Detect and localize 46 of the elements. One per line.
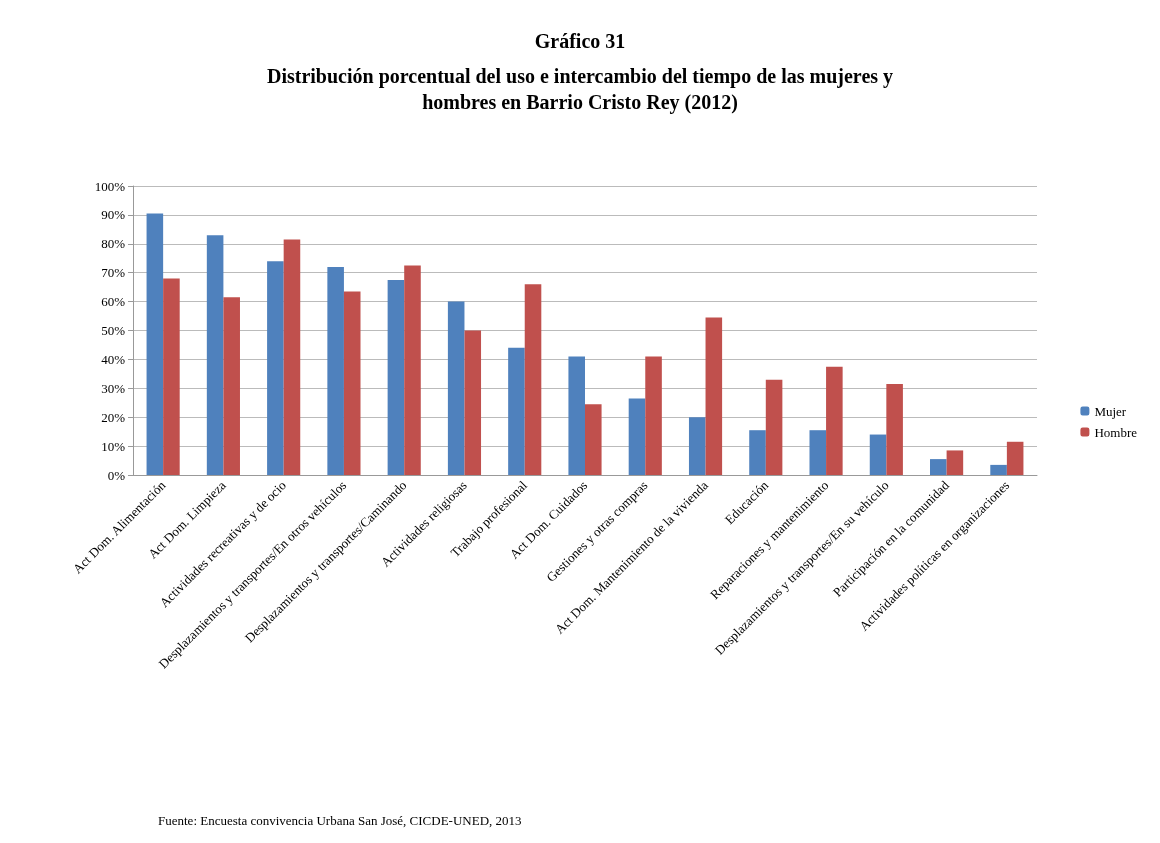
bar <box>585 404 602 475</box>
bar <box>327 266 344 475</box>
y-tick-label: 100% <box>94 178 126 194</box>
bar <box>886 383 903 475</box>
bar <box>343 291 361 475</box>
y-tick-label: 10% <box>101 438 126 454</box>
y-tick-label: 0% <box>107 467 126 483</box>
bar <box>146 213 164 475</box>
bar <box>749 430 766 475</box>
bar <box>387 279 405 475</box>
legend-label: Hombre <box>1094 424 1138 440</box>
y-tick-label: 70% <box>101 265 126 281</box>
bar <box>464 330 482 475</box>
y-tick-label: 80% <box>101 236 126 252</box>
bar <box>447 301 465 475</box>
bar <box>688 417 706 475</box>
bar <box>163 278 180 475</box>
bar <box>1006 441 1024 475</box>
legend-label: Mujer <box>1094 403 1127 419</box>
bar <box>990 464 1007 475</box>
bar <box>946 450 964 475</box>
bar <box>826 366 843 475</box>
bar <box>628 398 646 475</box>
bar <box>404 265 421 475</box>
bar <box>930 459 947 475</box>
bar <box>267 261 284 475</box>
y-tick-label: 90% <box>101 207 126 223</box>
bar <box>809 430 827 475</box>
chart-title: Gráfico 31 <box>534 30 626 52</box>
bar <box>283 239 301 475</box>
bar <box>765 379 783 475</box>
y-tick-label: 30% <box>101 380 126 396</box>
y-tick-label: 50% <box>101 323 126 338</box>
bar <box>568 356 585 475</box>
bar <box>508 347 525 475</box>
y-tick-label: 40% <box>101 351 126 367</box>
bar <box>206 235 224 475</box>
bar <box>705 317 723 475</box>
bar <box>869 434 887 475</box>
source-note: Fuente: Encuesta convivencia Urbana San José, CICDE-UNED, 2013 <box>158 813 522 828</box>
bar <box>645 356 662 475</box>
chart-subtitle: Distribución porcentual del uso e intercambio del tiempo de las mujeres y hombres en Barrio Cristo Rey (2012) <box>266 65 894 114</box>
y-tick-label: 20% <box>101 409 126 425</box>
bar <box>223 297 240 475</box>
y-tick-label: 60% <box>101 294 126 310</box>
bar <box>524 284 542 475</box>
